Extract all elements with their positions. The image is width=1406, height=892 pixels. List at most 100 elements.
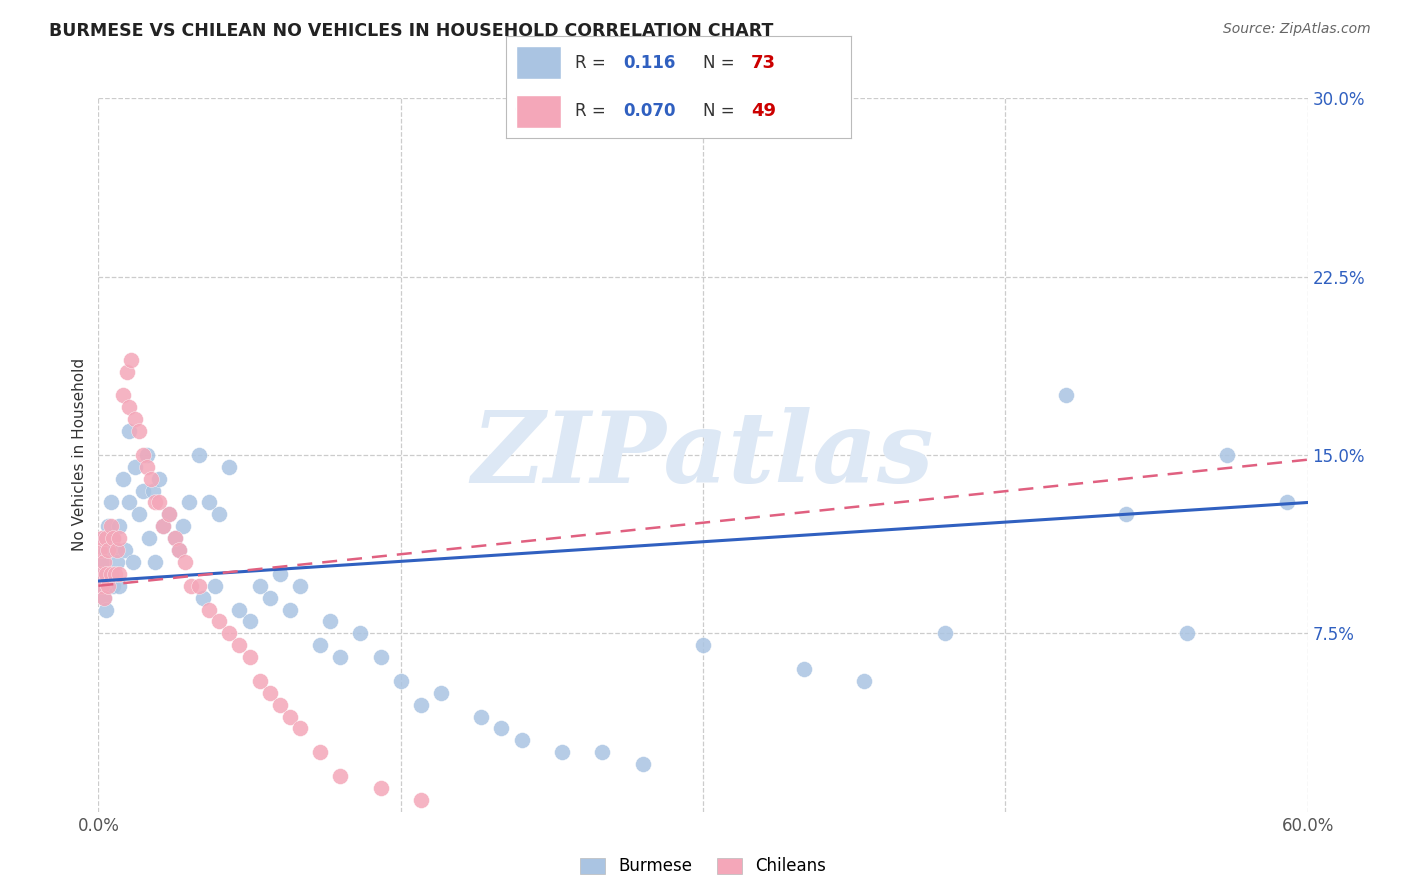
Point xyxy=(124,412,146,426)
Point xyxy=(1277,495,1299,509)
Point xyxy=(143,555,166,569)
Point xyxy=(128,424,150,438)
Point xyxy=(89,566,111,581)
Point xyxy=(491,722,513,736)
Point xyxy=(228,602,250,616)
Point xyxy=(91,531,114,545)
Point xyxy=(138,531,160,545)
Point xyxy=(93,591,115,605)
Circle shape xyxy=(516,103,561,116)
Point xyxy=(288,722,311,736)
Text: R =: R = xyxy=(575,102,612,120)
Point xyxy=(288,579,311,593)
Point xyxy=(329,650,352,665)
Point xyxy=(152,519,174,533)
Point xyxy=(114,543,136,558)
Text: BURMESE VS CHILEAN NO VEHICLES IN HOUSEHOLD CORRELATION CHART: BURMESE VS CHILEAN NO VEHICLES IN HOUSEH… xyxy=(49,22,773,40)
Point xyxy=(142,483,165,498)
Point xyxy=(101,531,124,545)
Point xyxy=(259,686,281,700)
Point xyxy=(228,638,250,652)
Point xyxy=(319,615,342,629)
Text: N =: N = xyxy=(703,102,740,120)
Point xyxy=(91,579,114,593)
Point xyxy=(107,579,129,593)
Point xyxy=(188,579,211,593)
Text: 0.116: 0.116 xyxy=(623,54,676,72)
FancyBboxPatch shape xyxy=(516,95,561,128)
Point xyxy=(93,591,115,605)
Text: 49: 49 xyxy=(751,102,776,120)
Point xyxy=(93,531,115,545)
Text: N =: N = xyxy=(703,54,740,72)
Point xyxy=(172,519,194,533)
Point xyxy=(278,602,301,616)
Point xyxy=(309,745,332,759)
Point xyxy=(198,495,221,509)
Point xyxy=(120,352,142,367)
Point xyxy=(103,566,125,581)
Point xyxy=(177,495,201,509)
Point xyxy=(1115,508,1137,522)
Point xyxy=(1054,388,1077,402)
Point xyxy=(329,769,352,783)
Point xyxy=(591,745,613,759)
Point xyxy=(309,638,332,652)
Point xyxy=(100,519,122,533)
Point xyxy=(409,793,432,807)
Text: Source: ZipAtlas.com: Source: ZipAtlas.com xyxy=(1223,22,1371,37)
Point xyxy=(239,650,262,665)
Point xyxy=(91,555,114,569)
Point xyxy=(111,388,134,402)
Point xyxy=(139,472,162,486)
Point xyxy=(96,531,118,545)
Point xyxy=(278,709,301,723)
Point xyxy=(143,495,166,509)
Point xyxy=(269,698,291,712)
Point xyxy=(121,555,143,569)
Point xyxy=(107,566,129,581)
Point xyxy=(430,686,453,700)
Point xyxy=(107,519,129,533)
Point xyxy=(148,495,170,509)
Point xyxy=(167,543,190,558)
Point xyxy=(188,448,211,462)
Point xyxy=(97,519,120,533)
Point xyxy=(105,555,128,569)
Point xyxy=(118,424,141,438)
Point xyxy=(89,566,111,581)
Point xyxy=(100,495,122,509)
Point xyxy=(370,780,392,795)
Point xyxy=(1175,626,1198,640)
Point xyxy=(389,673,412,688)
Point xyxy=(111,472,134,486)
Point xyxy=(853,673,876,688)
Point xyxy=(249,579,271,593)
Point xyxy=(118,401,141,415)
Point xyxy=(115,365,138,379)
Point xyxy=(103,543,125,558)
Point xyxy=(97,543,120,558)
Point xyxy=(692,638,714,652)
Point xyxy=(132,483,155,498)
Point xyxy=(101,531,124,545)
Point xyxy=(157,508,180,522)
Point xyxy=(93,555,115,569)
Point xyxy=(208,508,231,522)
Y-axis label: No Vehicles in Household: No Vehicles in Household xyxy=(72,359,87,551)
Point xyxy=(105,543,128,558)
Point xyxy=(269,566,291,581)
Point xyxy=(510,733,533,747)
Point xyxy=(152,519,174,533)
Point xyxy=(218,626,240,640)
Point xyxy=(124,459,146,474)
Point xyxy=(135,448,157,462)
Point xyxy=(100,566,122,581)
Point xyxy=(97,579,120,593)
Point xyxy=(96,566,118,581)
Point xyxy=(239,615,262,629)
Point xyxy=(198,602,221,616)
Point xyxy=(551,745,574,759)
Point xyxy=(163,531,186,545)
Point xyxy=(89,543,111,558)
